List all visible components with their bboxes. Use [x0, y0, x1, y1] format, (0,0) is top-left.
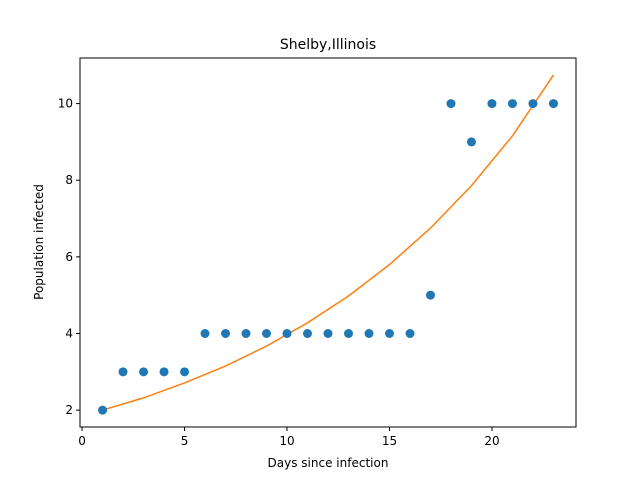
data-point	[221, 329, 231, 339]
data-point	[159, 367, 169, 377]
y-axis-ticks: 2 4 6 8 10	[58, 97, 80, 417]
y-tick-label: 4	[65, 327, 73, 341]
x-tick-label: 0	[78, 434, 86, 448]
data-point	[200, 329, 210, 339]
y-tick-label: 6	[65, 250, 73, 264]
data-point	[405, 329, 415, 339]
x-tick-label: 10	[279, 434, 294, 448]
data-point	[241, 329, 251, 339]
data-point	[364, 329, 374, 339]
data-point	[323, 329, 333, 339]
plot-frame	[79, 57, 577, 428]
x-tick-label: 5	[181, 434, 189, 448]
y-tick-label: 8	[65, 173, 73, 187]
data-point	[446, 99, 456, 109]
chart-title: Shelby,Illinois	[280, 37, 376, 53]
data-point	[282, 329, 292, 339]
plot-area	[98, 74, 558, 415]
fit-curve	[102, 74, 555, 411]
data-point	[118, 367, 128, 377]
data-point	[98, 405, 108, 415]
y-tick-label: 10	[58, 97, 73, 111]
y-axis-label: Population infected	[32, 184, 46, 300]
data-point	[139, 367, 149, 377]
data-point	[487, 99, 497, 109]
x-tick-label: 15	[382, 434, 397, 448]
data-point	[343, 329, 353, 339]
y-tick-label: 2	[65, 403, 73, 417]
x-axis-ticks: 0 5 10 15 20	[78, 427, 500, 448]
x-axis-label: Days since infection	[268, 456, 389, 470]
data-point	[384, 329, 394, 339]
data-point	[262, 329, 272, 339]
data-point	[466, 137, 476, 147]
data-point	[528, 99, 538, 109]
x-tick-label: 20	[484, 434, 499, 448]
data-point	[180, 367, 190, 377]
data-point	[507, 99, 517, 109]
data-point	[303, 329, 313, 339]
data-point	[548, 99, 558, 109]
data-point	[425, 290, 435, 300]
